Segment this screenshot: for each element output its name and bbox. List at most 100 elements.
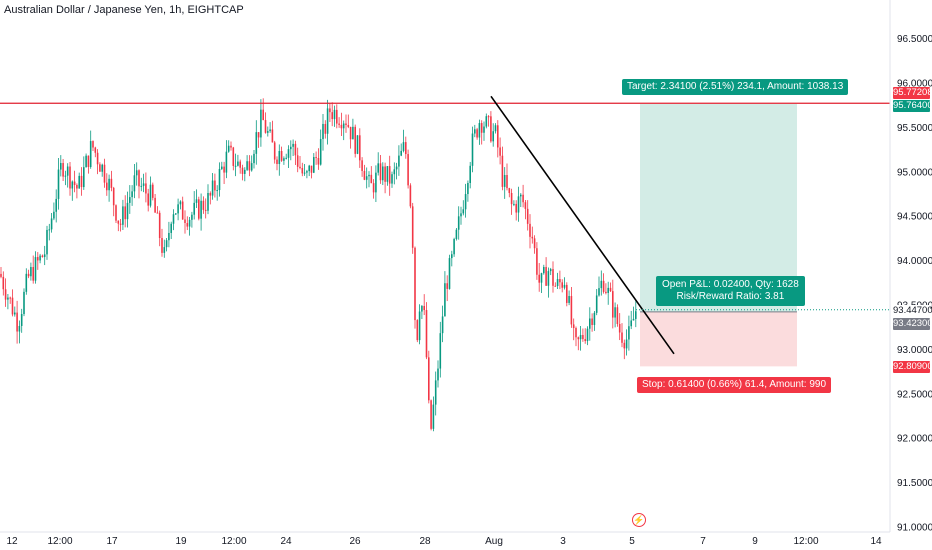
time-axis-label: 17	[106, 536, 118, 547]
candle-body	[524, 202, 527, 209]
candle-body	[471, 133, 474, 166]
candle-body	[188, 219, 191, 227]
price-axis-label: 91.00000	[897, 523, 932, 534]
candle-body	[2, 276, 5, 290]
time-axis-label: 9	[752, 536, 758, 547]
candle-body	[9, 297, 11, 299]
candle-body	[7, 297, 9, 300]
candle-body	[239, 161, 241, 168]
price-axis-label: 94.50000	[897, 212, 932, 223]
candle-body	[248, 161, 251, 171]
candle-body	[46, 229, 48, 255]
candle-body	[359, 135, 361, 161]
candle-body	[455, 229, 458, 239]
candle-body	[211, 180, 214, 196]
open-pnl-label[interactable]: Open P&L: 0.02400, Qty: 1628 Risk/Reward…	[656, 276, 805, 306]
candle-body	[568, 296, 570, 303]
candle-body	[363, 170, 366, 180]
candle-body	[83, 167, 85, 188]
price-axis-label: 95.00000	[897, 167, 932, 178]
candle-body	[278, 150, 281, 165]
price-axis-label: 92.00000	[897, 434, 932, 445]
candle-body	[64, 175, 67, 177]
candle-body	[39, 255, 41, 261]
time-axis-label: Aug	[485, 536, 503, 547]
candle-body	[94, 147, 97, 153]
candle-body	[497, 125, 499, 148]
candle-body	[365, 176, 368, 180]
candle-body	[536, 248, 538, 275]
candle-body	[538, 274, 540, 283]
candle-body	[561, 282, 563, 288]
candle-body	[543, 267, 545, 274]
candle-body	[152, 184, 154, 198]
candle-body	[18, 325, 21, 332]
candle-body	[319, 139, 322, 165]
candle-body	[232, 147, 235, 166]
candle-body	[625, 339, 628, 349]
candle-body	[393, 169, 396, 175]
candle-body	[506, 175, 508, 189]
candle-body	[460, 213, 462, 217]
candle-body	[446, 283, 448, 289]
candle-body	[161, 238, 163, 253]
candle-body	[317, 158, 320, 165]
candle-body	[280, 150, 283, 161]
candle-body	[377, 163, 379, 173]
candle-body	[124, 206, 126, 220]
candle-body	[145, 183, 147, 194]
open-pnl-text: Open P&L: 0.02400, Qty: 1628	[662, 279, 799, 290]
candle-body	[4, 289, 7, 300]
candle-body	[87, 155, 90, 167]
candle-body	[533, 238, 536, 249]
candle-body	[370, 174, 373, 184]
candle-body	[423, 305, 425, 311]
candle-body	[577, 337, 580, 340]
candle-body	[607, 287, 609, 293]
candle-body	[172, 214, 175, 224]
candle-body	[416, 320, 419, 341]
price-tag-stop: 92.80900	[893, 361, 932, 373]
candle-body	[34, 257, 37, 281]
candle-body	[453, 238, 455, 255]
candle-body	[464, 194, 467, 210]
candle-body	[0, 273, 2, 277]
candle-body	[225, 151, 228, 173]
candle-body	[368, 174, 370, 177]
price-axis-label: 96.50000	[897, 34, 932, 45]
candle-body	[50, 218, 53, 230]
candle-body	[200, 200, 202, 219]
candle-body	[517, 196, 520, 213]
candle-body	[168, 232, 170, 241]
candle-body	[444, 283, 446, 317]
candle-body	[425, 310, 428, 358]
candle-body	[556, 279, 559, 286]
candle-body	[326, 108, 329, 134]
candle-body	[388, 166, 391, 184]
candle-body	[195, 199, 198, 203]
candle-body	[354, 126, 356, 154]
price-axis-label: 91.50000	[897, 478, 932, 489]
candle-body	[310, 165, 313, 173]
candle-body	[142, 183, 145, 186]
candle-body	[439, 333, 442, 369]
candle-body	[122, 206, 124, 225]
candle-body	[103, 164, 106, 183]
candle-body	[595, 295, 598, 313]
candle-body	[214, 180, 216, 191]
candle-body	[264, 120, 267, 133]
candle-body	[494, 125, 497, 132]
candle-body	[582, 334, 584, 340]
candle-body	[216, 190, 218, 192]
candle-body	[342, 123, 345, 129]
candle-body	[138, 170, 140, 187]
price-axis-label: 96.00000	[897, 79, 932, 90]
candle-body	[487, 116, 490, 118]
candle-body	[457, 216, 460, 230]
time-axis-label: 12:00	[47, 536, 72, 547]
lightning-icon[interactable]: ⚡	[632, 513, 646, 527]
candle-body	[559, 279, 561, 283]
candle-body	[545, 267, 547, 286]
candle-body	[207, 193, 209, 211]
candle-body	[285, 157, 287, 159]
